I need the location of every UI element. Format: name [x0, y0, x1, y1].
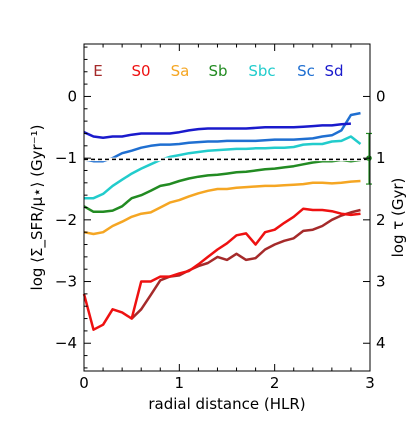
right-axis-label: log τ (Gyr)	[389, 178, 407, 258]
series-line-sbc	[84, 135, 362, 200]
legend-entry-sb: Sb	[208, 62, 227, 80]
series-layer	[82, 111, 362, 331]
series-line-sa	[83, 179, 361, 236]
legend: E S0 Sa Sb Sbc Sc Sd	[93, 62, 343, 80]
right-tick-label: 2	[376, 211, 386, 229]
series-line-sd	[83, 122, 351, 140]
right-tick-label: 1	[376, 149, 386, 167]
legend-entry-s0: S0	[131, 62, 150, 80]
legend-entry-sa: Sa	[171, 62, 190, 80]
y-tick-label: 0	[67, 87, 77, 105]
x-tick-label: 1	[175, 374, 185, 392]
y-tick-label: −3	[55, 273, 77, 291]
y-tick-label: −1	[55, 149, 77, 167]
right-tick-label: 3	[376, 273, 386, 291]
plot-frame	[83, 43, 371, 372]
x-tick-label: 0	[79, 374, 89, 392]
series-line-e	[130, 208, 361, 320]
right-tick-label: 4	[376, 334, 386, 352]
legend-entry-sc: Sc	[297, 62, 315, 80]
tick-layer: 0 1 2 3 0 −1 −2 −3 −4 0 1 2 3 4	[55, 44, 386, 392]
series-line-sb	[83, 158, 361, 214]
x-tick-label: 2	[270, 374, 280, 392]
right-tick-label: 0	[376, 87, 386, 105]
legend-entry-sd: Sd	[324, 62, 343, 80]
series-line-s0	[82, 207, 361, 331]
x-axis-label: radial distance (HLR)	[148, 395, 305, 413]
legend-entry-e: E	[93, 62, 102, 80]
y-tick-label: −2	[55, 211, 77, 229]
series-line-sc	[83, 111, 361, 163]
y-axis-label: log ⟨Σ_SFR/μ⋆⟩ (Gyr⁻¹)	[28, 125, 47, 291]
x-tick-label: 3	[365, 374, 375, 392]
y-tick-label: −4	[55, 334, 77, 352]
legend-entry-sbc: Sbc	[248, 62, 275, 80]
